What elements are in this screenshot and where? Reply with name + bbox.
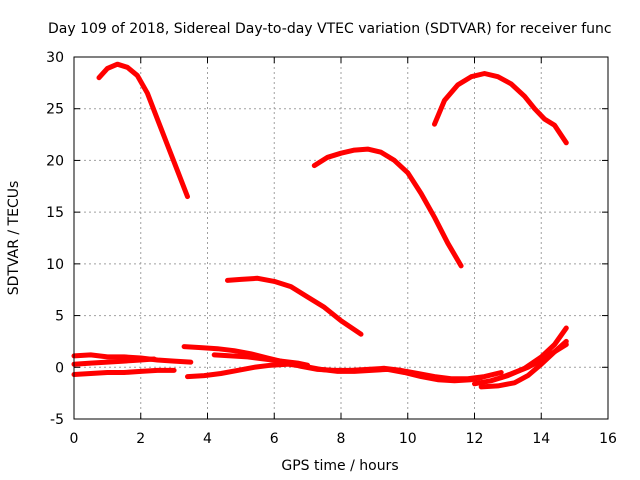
series-line-arc-5 (71, 352, 194, 365)
x-tick-label: 6 (270, 431, 279, 447)
y-tick-label: 20 (46, 153, 64, 169)
y-tick-label: 5 (55, 309, 64, 325)
x-tick-label: 0 (70, 431, 79, 447)
y-tick-label: 25 (46, 102, 64, 118)
x-tick-label: 16 (599, 431, 617, 447)
y-tick-label: 0 (55, 360, 64, 376)
series-line-arc-10 (211, 352, 311, 368)
series-line-arc-7 (71, 367, 177, 377)
series-line-arc-4 (225, 275, 364, 337)
x-tick-label: 12 (466, 431, 484, 447)
series-line-arc-9 (185, 361, 484, 384)
series-line-arc-6 (71, 356, 157, 367)
x-tick-label: 8 (337, 431, 346, 447)
x-axis-label: GPS time / hours (281, 458, 398, 474)
y-tick-label: -5 (50, 412, 64, 428)
chart-title: Day 109 of 2018, Sidereal Day-to-day VTE… (48, 21, 612, 37)
x-tick-label: 14 (532, 431, 550, 447)
series-line-arc-3 (432, 71, 569, 146)
y-tick-label: 15 (46, 205, 64, 221)
x-tick-label: 2 (136, 431, 145, 447)
y-tick-label: 30 (46, 50, 64, 66)
grid (74, 57, 608, 419)
series-line-arc-13 (498, 342, 569, 381)
ticks: 0 2 4 6 8 10 12 14 16 -5 0 5 10 15 20 25 30 (46, 50, 617, 447)
series-group (71, 61, 569, 390)
y-tick-label: 10 (46, 257, 64, 273)
series-line-arc-2 (311, 146, 464, 269)
x-tick-label: 4 (203, 431, 212, 447)
series-line-arc-1 (96, 61, 190, 200)
y-axis-label: SDTVAR / TECUs (6, 181, 22, 296)
x-tick-label: 10 (399, 431, 417, 447)
